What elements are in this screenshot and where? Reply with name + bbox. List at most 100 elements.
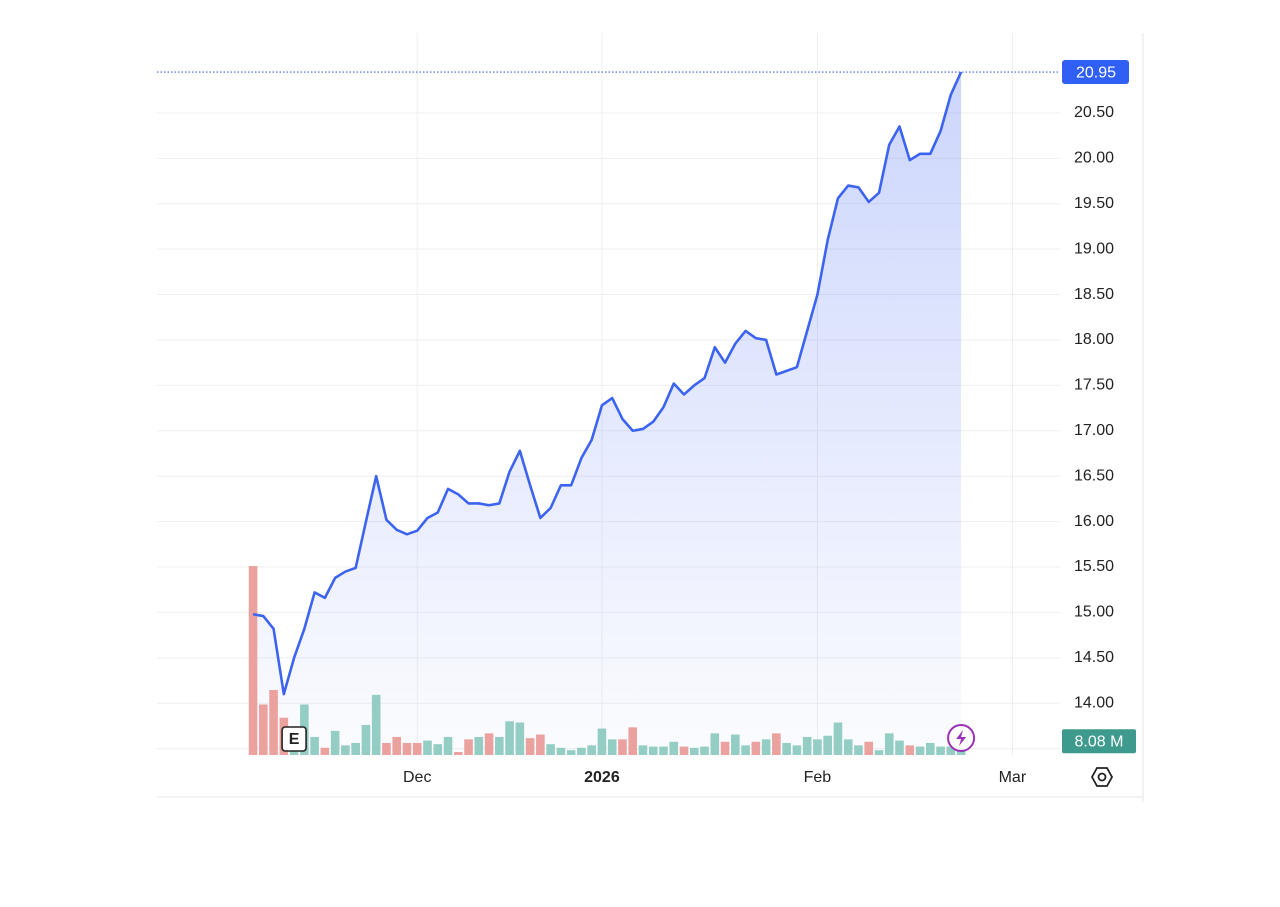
plot: E [157, 71, 1060, 755]
settings-icon[interactable] [1090, 767, 1114, 787]
y-tick-label: 20.50 [1074, 104, 1114, 121]
volume-bar [248, 566, 258, 755]
y-tick-label: 16.00 [1074, 513, 1114, 530]
x-tick-label: Dec [403, 769, 431, 786]
x-tick-label: Mar [999, 769, 1027, 786]
volume-bar [361, 724, 371, 755]
area [253, 72, 962, 755]
x-tick-label: Feb [804, 769, 832, 786]
volume-bar [351, 742, 360, 755]
volume-bar [936, 746, 945, 755]
volume-bar [669, 741, 679, 755]
volume-bar [648, 746, 658, 755]
volume-bar [330, 730, 340, 755]
volume-bar [341, 745, 350, 755]
volume-bar [259, 704, 268, 755]
volume-bar [731, 734, 740, 755]
y-tick-label: 14.50 [1074, 649, 1114, 666]
volume-bar [813, 739, 822, 755]
y-tick-label: 20.00 [1074, 150, 1114, 167]
volume-bar [946, 746, 956, 755]
axis: 13.5014.0014.5015.0015.5016.0016.5017.00… [403, 60, 1136, 786]
volume-bar [495, 736, 504, 755]
volume-bar [925, 742, 935, 755]
volume-bar [864, 741, 874, 755]
volume-bar [802, 736, 812, 755]
y-tick-label: 18.00 [1074, 331, 1114, 348]
volume-bar [515, 722, 525, 755]
event-icon[interactable] [947, 724, 976, 752]
volume-bar [843, 739, 853, 755]
y-tick-label: 19.50 [1074, 195, 1114, 212]
y-tick-label: 14.00 [1074, 694, 1114, 711]
volume-bar [618, 739, 627, 755]
volume-bar [484, 733, 494, 755]
volume-bar [453, 751, 463, 755]
volume-bar [607, 739, 617, 755]
volume-bar [741, 745, 750, 755]
y-tick-label: 18.50 [1074, 286, 1114, 303]
volume-bar [433, 744, 443, 755]
volume-bar [310, 736, 319, 755]
volume-bar [751, 741, 761, 755]
volume-bar [659, 746, 668, 755]
volume-bar [525, 738, 535, 755]
volume-bar [269, 690, 278, 755]
volume-bar [823, 735, 832, 755]
earnings-marker[interactable]: E [281, 726, 307, 752]
volume-bar [792, 745, 802, 755]
volume-bar [710, 733, 720, 755]
earnings-box [281, 726, 307, 752]
volume-bar [689, 747, 699, 755]
volume-bar [772, 733, 781, 755]
volume-bar [505, 721, 514, 755]
volume-bar [423, 740, 432, 755]
volume-bar [679, 746, 689, 755]
volume-bar [638, 745, 648, 755]
volume-bar [628, 727, 638, 755]
volume-bar [320, 747, 330, 755]
volume-bar [536, 734, 545, 755]
volume-tag [1062, 729, 1136, 754]
volume-bar [720, 741, 730, 755]
volume-bar [833, 722, 843, 755]
y-tick-label: 19.00 [1074, 240, 1114, 257]
volume-bar [443, 736, 453, 755]
volume-bar [474, 736, 484, 755]
volume-bar [464, 739, 473, 755]
y-tick-label: 15.50 [1074, 558, 1114, 575]
volume-bar [700, 746, 709, 755]
volume-bar [546, 744, 555, 755]
volume-bar [761, 739, 771, 755]
price-line [252, 71, 963, 696]
y-tick-label: 15.00 [1074, 604, 1114, 621]
event-icon-bolt [956, 730, 967, 746]
volume-bar [587, 745, 596, 755]
volume-bar [915, 746, 925, 755]
volume-bar [412, 742, 422, 755]
volume-bar [382, 742, 391, 755]
y-tick-label: 16.50 [1074, 467, 1114, 484]
volume-tag-label: 8.08 M [1075, 733, 1124, 750]
earnings-label: E [289, 731, 300, 748]
price-tag [1062, 60, 1129, 85]
volume-bar [895, 740, 904, 755]
volume-bar [905, 745, 915, 755]
volume-bar [392, 736, 402, 755]
volume-bar [854, 745, 863, 755]
y-tick-label: 17.50 [1074, 377, 1114, 394]
volume-bar [371, 694, 381, 755]
price-tag-label: 20.95 [1076, 64, 1116, 81]
volume-bar [556, 747, 566, 755]
volume-bar [874, 750, 884, 755]
volume-bar [566, 750, 576, 755]
volume-bar [402, 742, 412, 755]
y-tick-label: 17.00 [1074, 422, 1114, 439]
x-tick-label: 2026 [584, 769, 620, 786]
volume-bar [577, 747, 586, 755]
volume-bar [597, 728, 607, 755]
volume-bar [782, 742, 791, 755]
volume-bar [884, 733, 894, 755]
